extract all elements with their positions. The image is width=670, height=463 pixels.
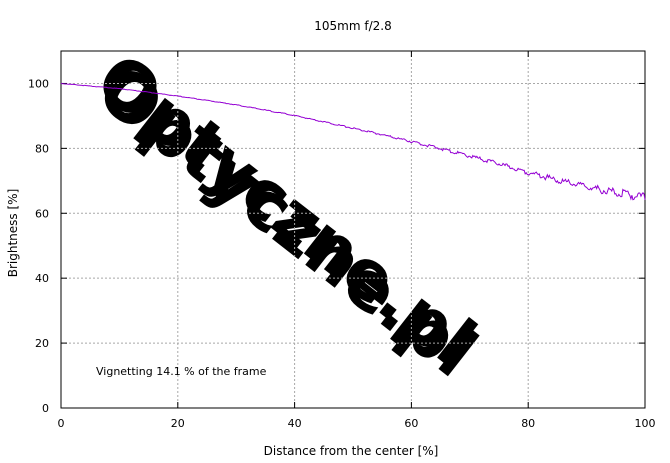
x-tick-label-60: 60 (404, 417, 418, 430)
y-tick-label-100: 100 (28, 77, 49, 90)
grid (61, 51, 645, 408)
x-tick-label-100: 100 (635, 417, 656, 430)
x-tick-label-80: 80 (521, 417, 535, 430)
x-tick-label-40: 40 (288, 417, 302, 430)
y-tick-label-20: 20 (35, 337, 49, 350)
x-tick-label-0: 0 (58, 417, 65, 430)
x-axis-title: Distance from the center [%] (264, 444, 439, 458)
tick-labels: 0 20 40 60 80 100 0 20 40 60 80 100 (28, 77, 656, 430)
series-line-0 (60, 82, 646, 201)
y-tick-label-60: 60 (35, 207, 49, 220)
y-axis-title: Brightness [%] (6, 189, 20, 278)
plot-frame (60, 50, 646, 409)
vignetting-annotation: Vignetting 14.1 % of the frame (96, 365, 267, 378)
y-tick-label-40: 40 (35, 272, 49, 285)
series-layer (60, 82, 646, 201)
y-tick-label-80: 80 (35, 142, 49, 155)
x-tick-label-20: 20 (171, 417, 185, 430)
y-tick-label-0: 0 (42, 402, 49, 415)
chart-title: 105mm f/2.8 (314, 19, 391, 33)
